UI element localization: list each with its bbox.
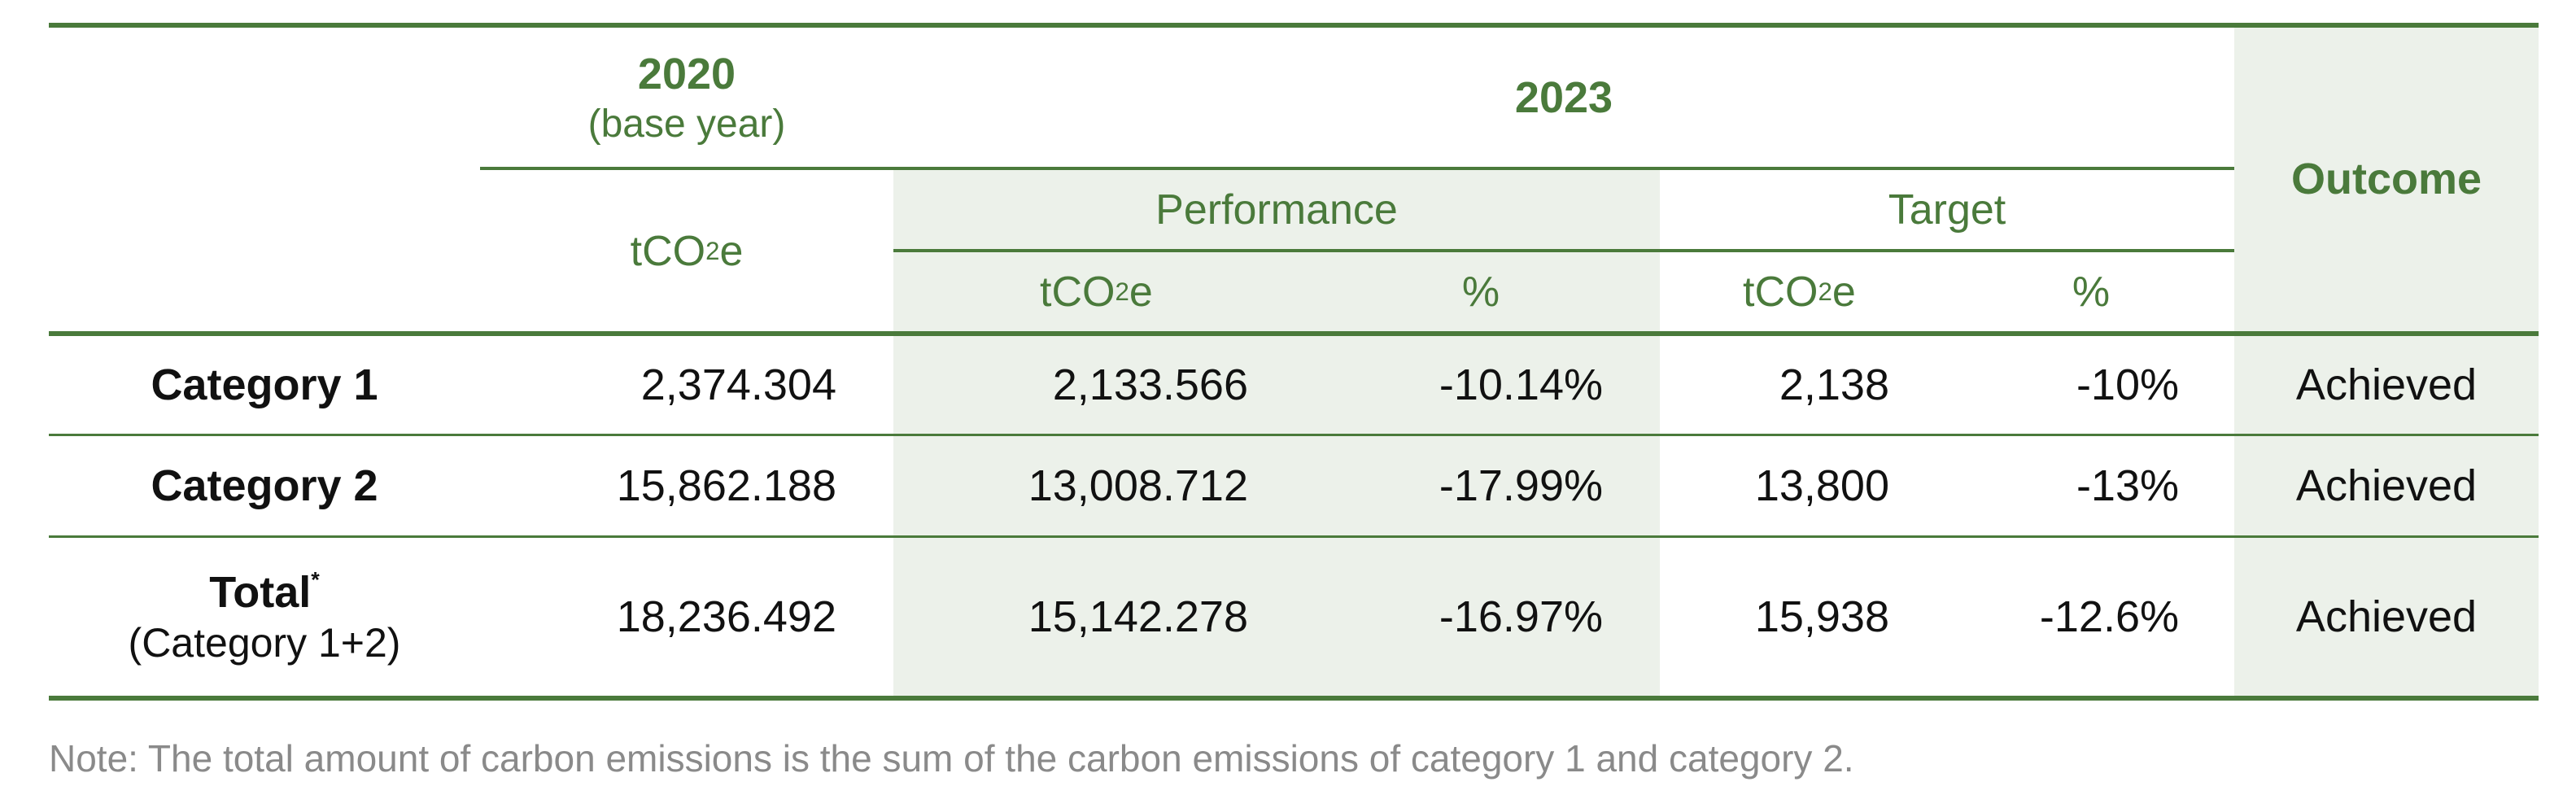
row-target-pct: -13% — [2076, 461, 2179, 510]
row-target-t: 13,800 — [1754, 461, 1889, 510]
header-year-base: 2020 (base year) — [480, 33, 893, 163]
row-label-sub: (Category 1+2) — [128, 620, 401, 666]
row-performance-pct: -10.14% — [1439, 360, 1603, 409]
row-label-total: Total* (Category 1+2) — [49, 538, 480, 696]
row-target-t: 15,938 — [1754, 592, 1889, 641]
unit-performance-t: tCO 2 e — [893, 252, 1300, 332]
year-underline — [480, 167, 2234, 170]
row-label: Total* — [209, 566, 320, 619]
row-label: Category 1 — [151, 360, 378, 409]
top-rule — [49, 23, 2539, 28]
row-base-value: 18,236.492 — [616, 592, 836, 641]
unit-performance-pct: % — [1461, 268, 1500, 316]
unit-prefix: tCO — [1743, 268, 1818, 316]
subgroup-underline — [893, 249, 2234, 252]
header-year-current: 2023 — [1514, 72, 1613, 122]
unit-target-t: tCO 2 e — [1660, 252, 1985, 332]
bottom-rule — [49, 696, 2539, 701]
row-performance-t: 15,142.278 — [1028, 592, 1248, 641]
footnote-marker: * — [311, 567, 320, 592]
row-outcome: Achieved — [2295, 360, 2478, 409]
header-target: Target — [1888, 186, 2006, 234]
row-performance-pct: -17.99% — [1439, 461, 1603, 510]
row-performance-pct: -16.97% — [1439, 592, 1603, 641]
year-base-label: 2020 — [637, 49, 736, 98]
row-performance-t: 2,133.566 — [1052, 360, 1248, 409]
header-outcome: Outcome — [2290, 154, 2482, 203]
unit-prefix: tCO — [630, 227, 706, 275]
row-target-pct: -10% — [2076, 360, 2179, 409]
header-performance: Performance — [1155, 186, 1398, 234]
unit-suffix: e — [1129, 268, 1153, 316]
unit-subscript: 2 — [1818, 277, 1832, 307]
year-base-sub-label: (base year) — [587, 102, 786, 146]
row1-divider — [49, 434, 2539, 436]
unit-suffix: e — [1832, 268, 1856, 316]
row2-divider — [49, 535, 2539, 538]
row-label: Category 2 — [151, 461, 378, 510]
unit-base: tCO 2 e — [480, 171, 893, 332]
unit-subscript: 2 — [705, 237, 720, 266]
row-outcome: Achieved — [2295, 461, 2478, 510]
row-base-value: 15,862.188 — [616, 461, 836, 510]
unit-suffix: e — [719, 227, 744, 275]
row-performance-t: 13,008.712 — [1028, 461, 1248, 510]
row-target-t: 2,138 — [1779, 360, 1889, 409]
header-bottom-rule — [49, 331, 2539, 336]
unit-target-pct: % — [2072, 268, 2111, 316]
outcome-band — [2234, 24, 2539, 698]
table-note: Note: The total amount of carbon emissio… — [49, 737, 1854, 780]
unit-prefix: tCO — [1040, 268, 1116, 316]
row-outcome: Achieved — [2295, 592, 2478, 641]
row-base-value: 2,374.304 — [640, 360, 836, 409]
row-target-pct: -12.6% — [2039, 592, 2179, 641]
row-label-text: Total — [209, 567, 312, 617]
unit-subscript: 2 — [1115, 277, 1129, 307]
